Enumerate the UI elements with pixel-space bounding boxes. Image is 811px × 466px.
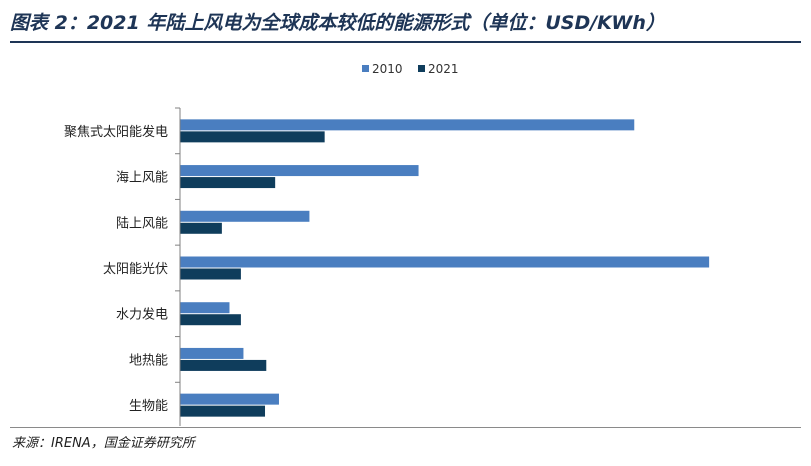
chart-bars — [180, 119, 710, 417]
bar-2021-3 — [180, 268, 241, 280]
category-label: 太阳能光伏 — [103, 262, 168, 277]
category-label: 海上风能 — [116, 171, 168, 186]
bar-2010-2 — [180, 210, 310, 222]
bar-2010-0 — [180, 119, 635, 131]
source-divider — [10, 427, 801, 428]
chart-legend: 2010 2021 — [362, 62, 459, 76]
title-divider — [10, 41, 801, 43]
bar-2010-1 — [180, 165, 419, 177]
bar-2021-0 — [180, 131, 325, 143]
legend-swatch-2021 — [418, 65, 425, 72]
category-label: 生物能 — [129, 399, 168, 414]
category-label: 陆上风能 — [116, 215, 168, 231]
category-label: 聚焦式太阳能发电 — [64, 124, 168, 140]
bar-2021-1 — [180, 177, 276, 189]
legend-swatch-2010 — [362, 65, 369, 72]
bar-2021-6 — [180, 405, 266, 417]
source-note: 来源：IRENA，国金证券研究所 — [12, 436, 195, 451]
bar-2010-3 — [180, 256, 710, 268]
bar-2021-5 — [180, 359, 267, 371]
bar-2010-5 — [180, 347, 244, 359]
page-title: 图表 2：2021 年陆上风电为全球成本较低的能源形式（单位：USD/KWh） — [10, 12, 665, 34]
bar-2021-4 — [180, 314, 241, 326]
category-label: 地热能 — [129, 353, 168, 368]
category-label: 水力发电 — [116, 307, 168, 323]
bar-2010-6 — [180, 393, 279, 405]
bar-2010-4 — [180, 302, 230, 314]
energy-cost-bar-chart: 2010 2021 聚焦式太阳能发电海上风能陆上风能太阳能光伏水力发电地热能生物能… — [64, 62, 710, 426]
legend-label-2010: 2010 — [372, 62, 403, 76]
legend-label-2021: 2021 — [428, 62, 459, 76]
bar-2021-2 — [180, 222, 222, 234]
